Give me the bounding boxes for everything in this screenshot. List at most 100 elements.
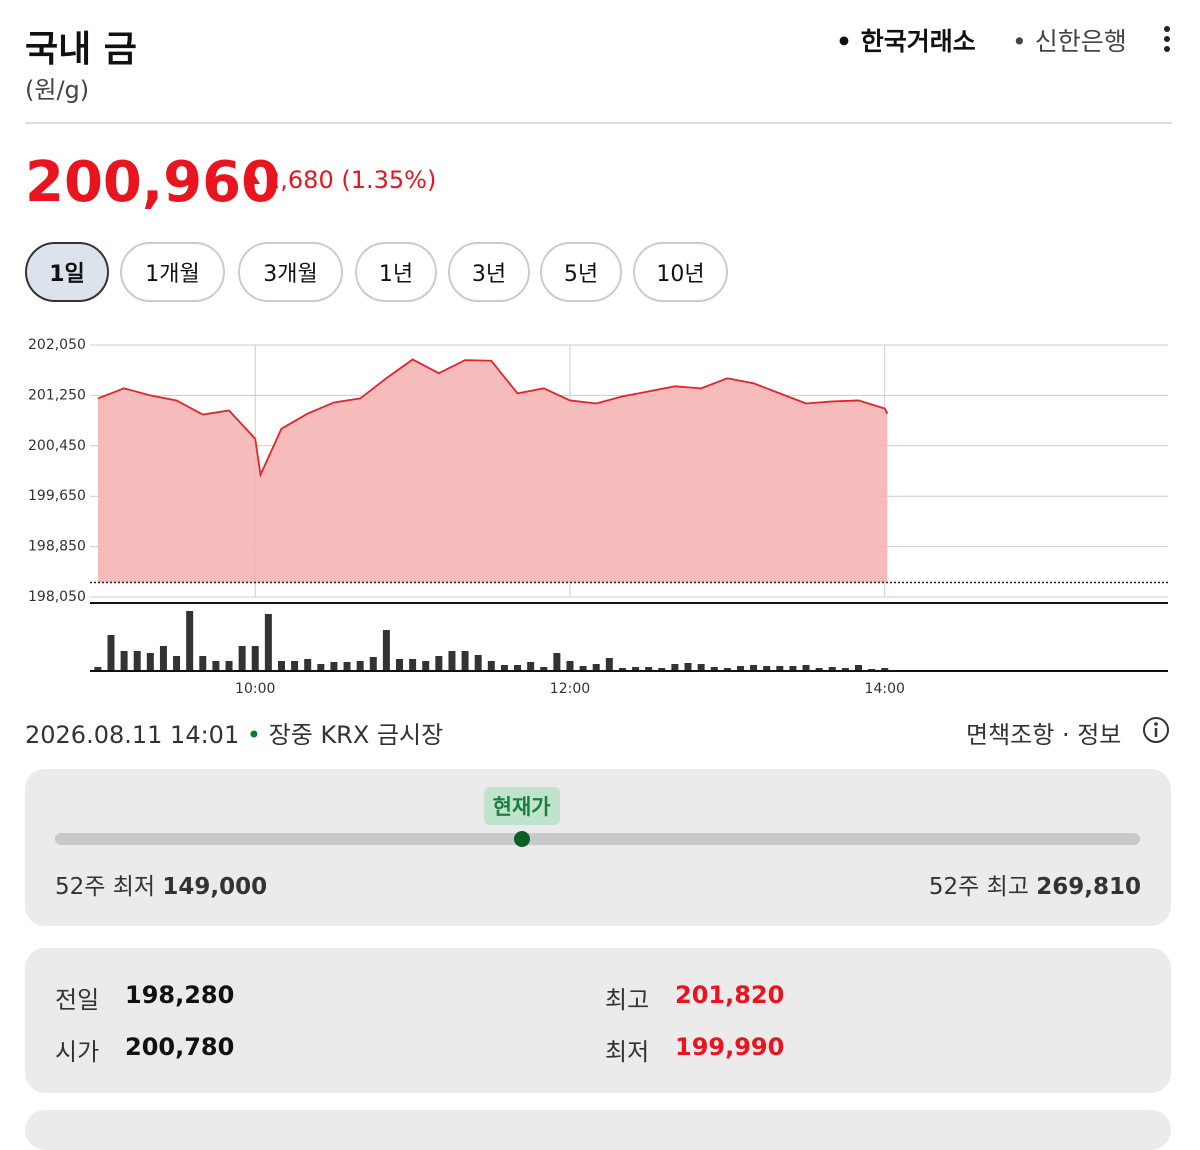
volume-bar [723,668,731,671]
high-value: 269,810 [1036,874,1141,900]
volume-bar [618,668,626,671]
current-price: 200,960 [25,150,281,215]
volume-bar [238,646,246,671]
volume-bar [776,666,784,671]
source-label: 한국거래소 [860,27,976,56]
volume-bar [750,665,758,671]
volume-bar [343,662,351,671]
stat-label: 전일 [55,986,100,1014]
volume-bar [815,668,823,671]
stat-value: 201,820 [675,981,785,1009]
volume-bar [212,661,220,671]
low-label: 52주 최저 [55,874,156,900]
status: 2026.08.11 14:01 • 장중 KRX 금시장 [25,715,443,750]
volume-bar [645,667,653,671]
volume-bar [120,651,128,671]
volume-bar [697,664,705,671]
period-tab[interactable]: 3개월 [238,242,343,302]
volume-bar [146,653,154,671]
volume-bar [382,630,390,671]
volume-bar [173,656,181,671]
price-area [97,359,888,583]
volume-bar [461,651,469,671]
stat-value: 198,280 [125,981,235,1009]
volume-bar [474,655,482,671]
more-menu[interactable] [1160,24,1174,54]
y-tick-label: 202,050 [28,337,86,353]
stat-label: 최저 [605,1038,650,1066]
volume-bar [317,664,325,671]
high-label: 52주 최고 [928,874,1029,900]
volume-bar [841,668,849,671]
volume-bar [251,646,259,671]
volume-bar [500,665,508,671]
volume-bar [277,661,285,671]
volume-bar [199,656,207,671]
range-card: 현재가 52주 최저 149,000 52주 최고 269,810 [25,769,1171,926]
period-tab[interactable]: 10년 [633,242,728,302]
volume-bar [632,667,640,671]
period-tab[interactable]: 3년 [448,242,530,302]
stat-value: 199,990 [675,1033,785,1061]
volume-bar [579,666,587,671]
volume-bar [881,668,889,671]
volume-bar [828,667,836,671]
low: 52주 최저 149,000 [55,867,267,901]
x-tick-label: 14:00 [865,681,905,697]
price-change: 2,680 (1.35%) [265,166,436,194]
volume-bar [855,665,863,671]
timestamp: 2026.08.11 14:01 [25,721,240,749]
volume-bar [540,667,548,671]
y-tick-label: 199,650 [28,488,86,504]
x-tick-label: 12:00 [550,681,590,697]
volume-bar [789,666,797,671]
volume-bar [159,646,167,671]
volume-bar [291,661,299,671]
change: 2,680 [265,166,334,194]
y-tick-label: 198,850 [28,539,86,555]
stat-value: 200,780 [125,1033,235,1061]
low-value: 149,000 [162,874,268,900]
volume-bar [356,661,364,671]
volume-bar [395,659,403,671]
period-tab[interactable]: 5년 [540,242,622,302]
high: 52주 최고 269,810 [929,867,1141,901]
stats-card: 전일 198,280 최고 201,820 시가 200,780 최저 199,990 [25,948,1171,1093]
x-tick-label: 10:00 [235,681,275,697]
volume-bar [487,661,495,671]
volume-bar [802,665,810,671]
volume-bar [671,664,679,671]
period-tab[interactable]: 1년 [355,242,437,302]
volume-bar [684,663,692,671]
volume-bar [264,614,272,671]
volume-bar [566,661,574,671]
link: 정보 [1077,721,1122,749]
volume-bar [527,662,535,671]
range-track [55,833,1140,845]
disclaimer[interactable]: 면책조항 · 정보 [966,721,1122,749]
divider [25,122,1172,124]
volume-bar [448,651,456,671]
stat-label: 시가 [55,1038,100,1066]
y-tick-label: 200,450 [28,438,86,454]
period-tab[interactable]: 1개월 [120,242,225,302]
volume-bar [409,659,417,671]
volume-bar [605,658,613,671]
volume-bar [736,666,744,671]
volume-bar [658,668,666,671]
unit: (원/g) [25,76,90,104]
change-pct: (1.35%) [341,166,437,194]
period-tab[interactable]: 1일 [25,242,109,302]
volume-bar [422,661,430,671]
next-card [25,1110,1171,1150]
info-icon[interactable] [1142,716,1170,744]
title: 국내 금 [25,29,137,70]
volume-bar [94,667,102,671]
y-tick-label: 201,250 [28,387,86,403]
volume-bar [225,661,233,671]
chart: 198,050 198,850 199,650 200,450 201,250 202,0… [28,337,1168,697]
volume-bar [330,662,338,671]
page: 국내 금 (원/g) • 한국거래소 • 신한은행 200,960 2,680 … [25,24,1174,1150]
source-tab[interactable]: • 한국거래소 [836,27,976,56]
source-tab[interactable]: • 신한은행 [1012,27,1127,56]
